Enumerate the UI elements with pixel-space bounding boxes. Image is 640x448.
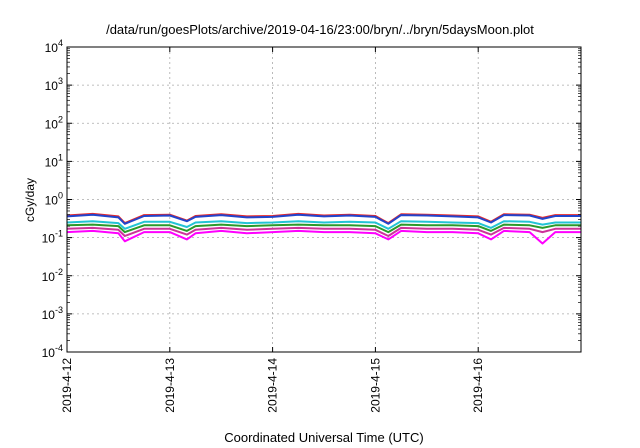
series-line — [66, 220, 581, 230]
y-tick-label: 102 — [45, 114, 63, 131]
y-tick-label: 10-3 — [42, 305, 63, 322]
y-axis: 10-4 10-3 10-2 10-1 100 101 102 103 104 — [42, 38, 581, 360]
x-tick-label: 2019-4-16 — [471, 358, 485, 413]
y-axis-label: cGy/day — [23, 178, 37, 222]
series-lines — [66, 212, 581, 245]
y-tick-label: 10-2 — [42, 267, 63, 284]
y-tick-label: 101 — [45, 152, 63, 169]
series-line — [66, 226, 581, 237]
chart-title: /data/run/goesPlots/archive/2019-04-16/2… — [106, 22, 534, 37]
y-tick-label: 103 — [45, 76, 63, 93]
series-line — [66, 213, 581, 225]
y-tick-label: 104 — [45, 38, 63, 55]
y-tick-label: 10-4 — [42, 343, 63, 360]
x-tick-label: 2019-4-15 — [368, 358, 382, 413]
y-tick-label: 100 — [45, 191, 63, 208]
series-line — [66, 229, 581, 245]
x-axis-label: Coordinated Universal Time (UTC) — [224, 430, 423, 445]
y-tick-label: 10-1 — [42, 229, 63, 246]
grid-lines — [67, 47, 581, 352]
x-tick-label: 2019-4-14 — [266, 358, 280, 413]
x-axis: 2019-4-12 2019-4-13 2019-4-14 2019-4-15 2019… — [60, 47, 485, 413]
series-line — [66, 223, 581, 234]
x-tick-label: 2019-4-12 — [60, 358, 74, 413]
x-tick-label: 2019-4-13 — [163, 358, 177, 413]
